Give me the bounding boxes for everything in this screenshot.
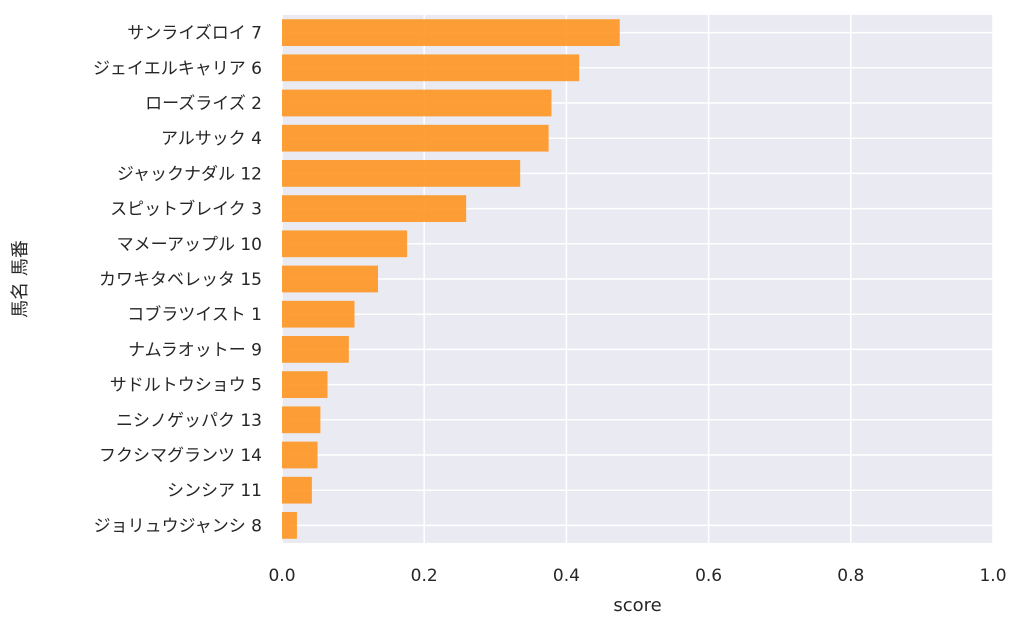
x-tick-label: 1.0 [979, 566, 1006, 586]
y-tick-labels: サンライズロイ 7 ジェイエルキャリア 6 ローズライズ 2 アルサック 4 ジャックナ… [93, 24, 262, 537]
y-tick-label: サドルトウショウ 5 [110, 376, 262, 396]
bar [282, 441, 318, 469]
x-axis-label: score [613, 595, 661, 616]
y-tick-label: ニシノゲッパク 13 [116, 411, 262, 431]
bar [282, 371, 328, 398]
y-tick-label: アルサック 4 [161, 129, 262, 149]
bar [282, 300, 355, 328]
y-tick-label: ナムラオットー 9 [128, 340, 262, 360]
y-tick-label: シンシア 11 [167, 481, 262, 501]
bar [282, 19, 620, 46]
bar [282, 512, 297, 539]
bar [282, 124, 549, 152]
x-tick-label: 0.0 [268, 566, 295, 586]
y-tick-label: マメーアップル 10 [117, 235, 262, 255]
y-tick-label: スピットブレイク 3 [110, 199, 262, 220]
y-tick-label: コブラツイスト 1 [127, 304, 262, 325]
x-tick-labels: 0.0 0.2 0.4 0.6 0.8 1.0 [268, 566, 1006, 586]
y-tick-label: ジェイエルキャリア 6 [93, 59, 262, 79]
y-tick-label: フクシマグランツ 14 [99, 446, 262, 466]
bar [282, 476, 312, 504]
bar [282, 406, 321, 434]
y-tick-label: ローズライズ 2 [145, 94, 262, 114]
bar [282, 160, 521, 187]
bar [282, 230, 408, 258]
bar [282, 195, 467, 222]
y-tick-label: サンライズロイ 7 [127, 24, 262, 44]
y-tick-label: ジャックナダル 12 [117, 164, 262, 184]
bar [282, 54, 580, 82]
bar [282, 336, 349, 363]
y-axis-label: 馬名 馬番 [10, 240, 31, 318]
x-tick-label: 0.2 [411, 566, 438, 586]
y-tick-label: カワキタベレッタ 15 [99, 270, 262, 290]
x-tick-label: 0.8 [837, 566, 864, 586]
x-tick-label: 0.6 [695, 566, 722, 586]
bar [282, 265, 378, 293]
bar [282, 89, 552, 117]
x-tick-label: 0.4 [553, 566, 580, 586]
bars [282, 19, 620, 539]
y-tick-label: ジョリュウジャンシ 8 [94, 516, 262, 536]
